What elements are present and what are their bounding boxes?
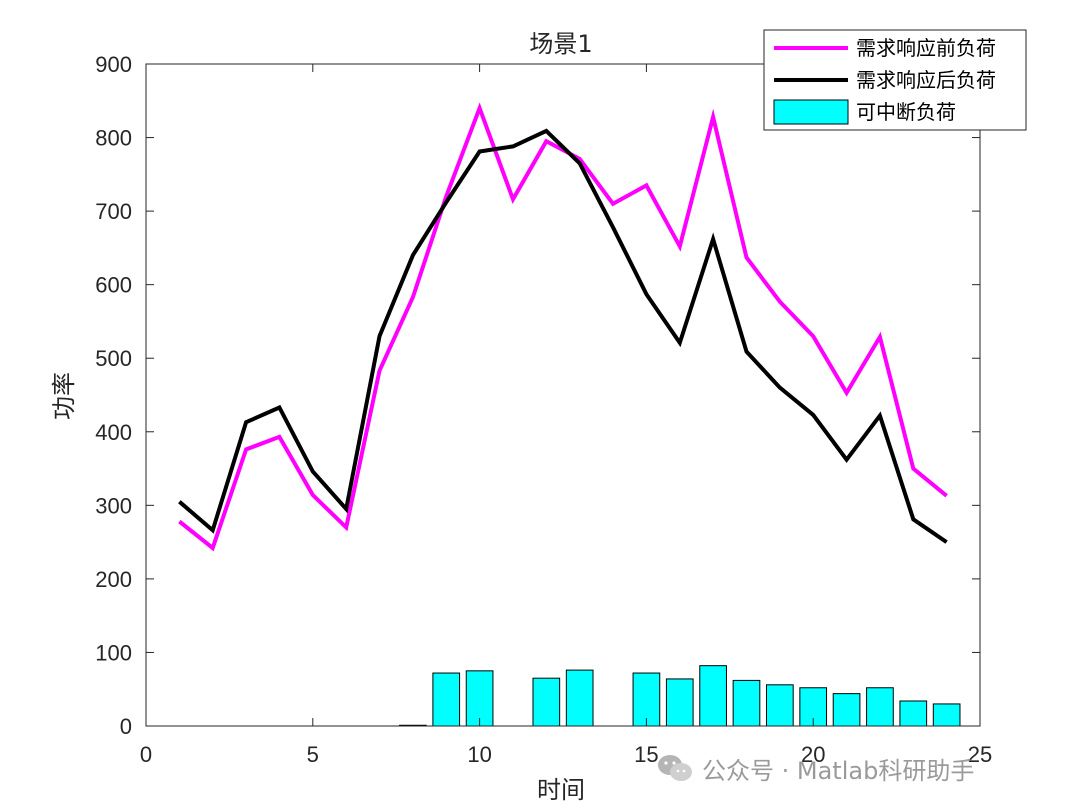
x-tick-label: 25 (968, 742, 992, 767)
bar (866, 687, 894, 727)
axes (145, 63, 981, 727)
bar (465, 670, 494, 727)
y-tick-label: 0 (120, 714, 132, 739)
y-tick-label: 700 (95, 199, 132, 224)
x-axis-label: 时间 (537, 776, 585, 804)
y-tick-label: 800 (95, 126, 132, 151)
bar (899, 700, 928, 727)
y-tick-label: 100 (95, 640, 132, 665)
y-tick-label: 400 (95, 420, 132, 445)
legend-label: 可中断负荷 (856, 100, 956, 124)
watermark-text: 公众号 · Matlab科研助手 (702, 756, 975, 785)
x-ticks: 0 5 10 15 20 25 (140, 64, 992, 767)
bar (832, 693, 861, 727)
x-tick-label: 20 (801, 742, 825, 767)
bar (432, 672, 461, 727)
watermark: 公众号 · Matlab科研助手 (656, 752, 975, 785)
y-tick-label: 600 (95, 273, 132, 298)
bar (665, 678, 694, 727)
chart-title: 场景1 (529, 30, 592, 58)
bar (765, 684, 794, 727)
y-axis-label: 功率 (50, 372, 78, 420)
bar-series (399, 665, 961, 727)
x-tick-label: 0 (140, 742, 152, 767)
axes-box (145, 63, 981, 727)
bar (732, 679, 761, 727)
y-tick-label: 900 (95, 52, 132, 77)
x-tick-label: 5 (307, 742, 319, 767)
series-line (178, 102, 948, 552)
x-tick-label: 10 (467, 742, 491, 767)
bar (699, 665, 727, 727)
y-tick-label: 200 (95, 567, 132, 592)
y-ticks: 0 100 200 300 400 500 600 700 800 900 (95, 52, 980, 739)
legend-bar-swatch (773, 99, 849, 125)
x-tick-label: 15 (634, 742, 658, 767)
legend-label: 需求响应前负荷 (856, 36, 996, 60)
y-tick-label: 500 (95, 346, 132, 371)
series-line (178, 128, 948, 544)
bar (532, 677, 561, 727)
y-tick-label: 300 (95, 493, 132, 518)
bar (932, 703, 961, 727)
wechat-icon (658, 755, 692, 781)
plot-area (146, 64, 980, 726)
legend-label: 需求响应后负荷 (856, 68, 996, 92)
line-series (178, 102, 948, 552)
bar (565, 669, 594, 727)
